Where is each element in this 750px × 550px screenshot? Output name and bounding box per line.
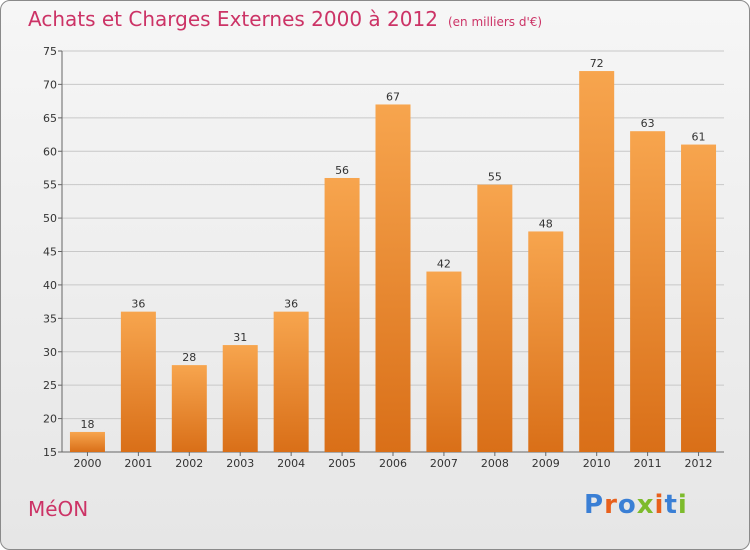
bar-value-label: 61 (692, 131, 706, 144)
bar (528, 231, 564, 452)
bar-value-label: 67 (386, 90, 400, 103)
y-tick-label: 20 (43, 413, 57, 426)
logo-letter: P (584, 490, 605, 520)
logo-letter: t (664, 490, 678, 520)
x-tick-label: 2012 (685, 457, 713, 470)
x-tick-label: 2009 (532, 457, 560, 470)
bar (171, 365, 207, 452)
x-tick-label: 2011 (634, 457, 662, 470)
bar-value-label: 36 (284, 298, 298, 311)
bars (69, 71, 717, 453)
y-tick-label: 50 (43, 212, 57, 225)
x-tick-label: 2004 (277, 457, 305, 470)
x-tick-label: 2005 (328, 457, 356, 470)
chart-title-text: Achats et Charges Externes 2000 à 2012 (28, 7, 438, 31)
bar (69, 431, 105, 452)
bar (120, 311, 156, 452)
bar (324, 177, 360, 452)
logo-letter: o (617, 490, 637, 520)
bar-value-label: 63 (641, 117, 655, 130)
x-tick-label: 2007 (430, 457, 458, 470)
x-tick-label: 2002 (175, 457, 203, 470)
bar-value-label: 18 (80, 418, 94, 431)
bar (630, 131, 666, 452)
bar (375, 104, 411, 452)
y-tick-label: 75 (43, 45, 57, 58)
bar-value-label: 55 (488, 171, 502, 184)
y-tick-label: 70 (43, 78, 57, 91)
bar (426, 271, 462, 452)
y-tick-label: 60 (43, 145, 57, 158)
y-tick-label: 25 (43, 379, 57, 392)
bar (579, 71, 615, 453)
bar (477, 184, 513, 452)
x-tick-label: 2000 (73, 457, 101, 470)
y-tick-label: 55 (43, 179, 57, 192)
proxiti-logo: Proxiti (584, 490, 688, 520)
bar-value-label: 42 (437, 258, 451, 271)
bar (222, 345, 258, 452)
commune-name: MéON (28, 497, 89, 521)
bar (273, 311, 309, 452)
bar-value-label: 31 (233, 331, 247, 344)
labels: 15 20 25 30 35 40 45 50 55 60 65 70 75 18 2000 36 2001 28… (43, 45, 713, 470)
y-tick-label: 30 (43, 346, 57, 359)
x-tick-label: 2008 (481, 457, 509, 470)
chart-title: Achats et Charges Externes 2000 à 2012 (e… (28, 7, 542, 31)
y-tick-label: 35 (43, 312, 57, 325)
logo-letter: x (636, 490, 655, 520)
bar-value-label: 72 (590, 57, 604, 70)
logo-letter: i (677, 490, 688, 520)
y-tick-label: 45 (43, 246, 57, 259)
logo-letter: r (604, 490, 618, 520)
x-tick-label: 2001 (124, 457, 152, 470)
bar-value-label: 48 (539, 217, 553, 230)
y-tick-label: 40 (43, 279, 57, 292)
chart-unit: (en milliers d'€) (447, 15, 543, 29)
x-tick-label: 2010 (583, 457, 611, 470)
x-tick-label: 2003 (226, 457, 254, 470)
y-tick-label: 15 (43, 446, 57, 459)
y-tick-label: 65 (43, 112, 57, 125)
bar (681, 144, 717, 453)
x-tick-label: 2006 (379, 457, 407, 470)
logo-letter: i (654, 490, 665, 520)
bar-value-label: 28 (182, 351, 196, 364)
bar-value-label: 56 (335, 164, 349, 177)
bar-value-label: 36 (131, 298, 145, 311)
